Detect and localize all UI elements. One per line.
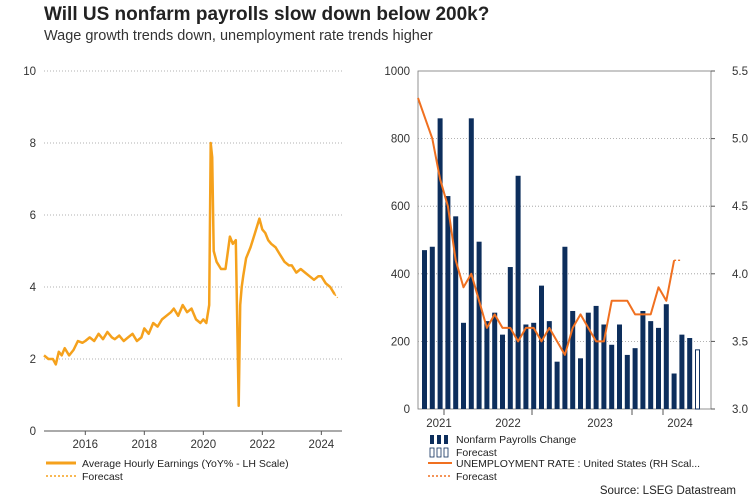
- payroll-bar: [492, 312, 498, 409]
- left-y-tick-label: 8: [30, 138, 36, 150]
- legend-label-unemployment: UNEMPLOYMENT RATE : United States (RH Sc…: [456, 458, 700, 470]
- right-y-tick-label: 600: [391, 201, 410, 213]
- payroll-bar: [663, 304, 669, 409]
- payroll-bar: [461, 322, 466, 409]
- right-y2-tick-label: 4.5: [732, 201, 748, 213]
- right-y-ticks-right: 3.0 3.5 4.0 4.5 5.0 5.5: [711, 66, 748, 416]
- payroll-bars: [422, 118, 700, 410]
- right-y2-tick-label: 3.0: [732, 404, 748, 416]
- left-y-ticks: 0 2 4 6 8 10: [23, 66, 36, 438]
- payroll-bar: [484, 321, 490, 409]
- payroll-bar: [531, 322, 537, 409]
- payroll-bar: [671, 373, 677, 409]
- right-x-tick-label: 2021: [426, 418, 452, 430]
- payroll-forecast-bar: [687, 338, 693, 409]
- left-y-tick-label: 6: [30, 210, 36, 222]
- chart-subtitle: Wage growth trends down, unemployment ra…: [44, 28, 433, 44]
- payroll-bar: [453, 216, 459, 409]
- payroll-forecast-bar: [695, 349, 700, 410]
- legend-swatch-payrolls: [430, 435, 448, 444]
- payroll-bar: [476, 241, 482, 409]
- payroll-bar: [562, 246, 568, 409]
- right-legend: Nonfarm Payrolls Change Forecast UNEMPLO…: [428, 434, 700, 483]
- left-x-tick-label: 2016: [73, 439, 99, 451]
- payroll-bar: [593, 305, 599, 409]
- left-x-ticks: 2016 2018 2020 2022 2024: [73, 431, 335, 451]
- payroll-bar: [523, 324, 529, 409]
- payroll-bar: [617, 324, 622, 409]
- right-y-tick-label: 400: [391, 269, 410, 281]
- payroll-bar: [585, 312, 591, 409]
- payroll-bar: [515, 175, 521, 409]
- payroll-bar: [554, 361, 560, 409]
- payroll-bar: [601, 324, 607, 409]
- right-x-tick-label: 2023: [587, 418, 613, 430]
- legend-label-ahe: Average Hourly Earnings (YoY% - LH Scale…: [82, 458, 289, 470]
- legend-label-ahe-forecast: Forecast: [82, 471, 123, 483]
- right-y-tick-label: 200: [391, 336, 410, 348]
- payroll-bar: [632, 348, 638, 409]
- payroll-bar: [648, 321, 654, 409]
- left-x-tick-label: 2022: [250, 439, 276, 451]
- series-line-average-hourly-earnings: [43, 141, 336, 408]
- legend-label-unemployment-forecast: Forecast: [456, 471, 497, 483]
- right-y2-tick-label: 3.5: [732, 336, 748, 348]
- right-y-tick-label: 1000: [384, 66, 410, 78]
- right-x-ticks: 2021 2022 2023 2024: [426, 409, 693, 430]
- legend-swatch-payrolls-forecast: [429, 447, 449, 458]
- left-chart: 0 2 4 6 8 10 2016 2018 2020 2022 2024: [23, 66, 342, 451]
- payroll-bar: [468, 118, 474, 409]
- right-y2-tick-label: 4.0: [732, 269, 748, 281]
- left-x-tick-label: 2018: [132, 439, 158, 451]
- payroll-bar: [640, 310, 646, 409]
- left-x-tick-label: 2024: [309, 439, 335, 451]
- payroll-bar: [609, 344, 615, 409]
- payroll-bar: [445, 196, 451, 409]
- payroll-bar: [422, 250, 427, 409]
- payroll-bar: [570, 310, 576, 409]
- right-y-tick-label: 800: [391, 134, 410, 146]
- payroll-forecast-bar: [679, 334, 685, 409]
- right-chart: 0 200 400 600 800 1000 3.0 3.5 4.0 4.5 5.0 5.5 202…: [384, 66, 748, 430]
- right-x-tick-label: 2022: [495, 418, 521, 430]
- series-line-unemployment-rate: [417, 97, 676, 356]
- chart-title: Will US nonfarm payrolls slow down below…: [44, 4, 490, 25]
- legend-label-payrolls: Nonfarm Payrolls Change: [456, 434, 576, 446]
- series-line-ahe-forecast: [333, 293, 339, 299]
- payroll-bar: [546, 321, 552, 409]
- right-y2-tick-label: 5.5: [732, 66, 748, 78]
- payroll-bar: [578, 358, 583, 409]
- left-y-tick-label: 2: [30, 354, 36, 366]
- payroll-bar: [437, 118, 443, 409]
- legend-label-payrolls-forecast: Forecast: [456, 447, 497, 459]
- left-x-tick-label: 2020: [191, 439, 217, 451]
- payroll-bar: [507, 267, 513, 409]
- payroll-bar: [429, 246, 435, 409]
- payroll-bar: [539, 285, 544, 409]
- left-legend: Average Hourly Earnings (YoY% - LH Scale…: [46, 458, 289, 483]
- right-y-tick-label: 0: [404, 404, 410, 416]
- payroll-bar: [624, 354, 630, 409]
- right-x-tick-label: 2024: [667, 418, 693, 430]
- payroll-bar: [656, 327, 661, 409]
- right-gridlines: [418, 138, 711, 342]
- right-y2-tick-label: 5.0: [732, 134, 748, 146]
- left-y-tick-label: 0: [30, 426, 36, 438]
- source-note: Source: LSEG Datastream: [599, 485, 736, 497]
- payroll-bar: [500, 334, 505, 409]
- left-y-tick-label: 4: [30, 282, 37, 294]
- left-gridlines: [44, 70, 342, 360]
- left-y-tick-label: 10: [23, 66, 36, 78]
- right-y-ticks-left: 0 200 400 600 800 1000: [384, 66, 410, 416]
